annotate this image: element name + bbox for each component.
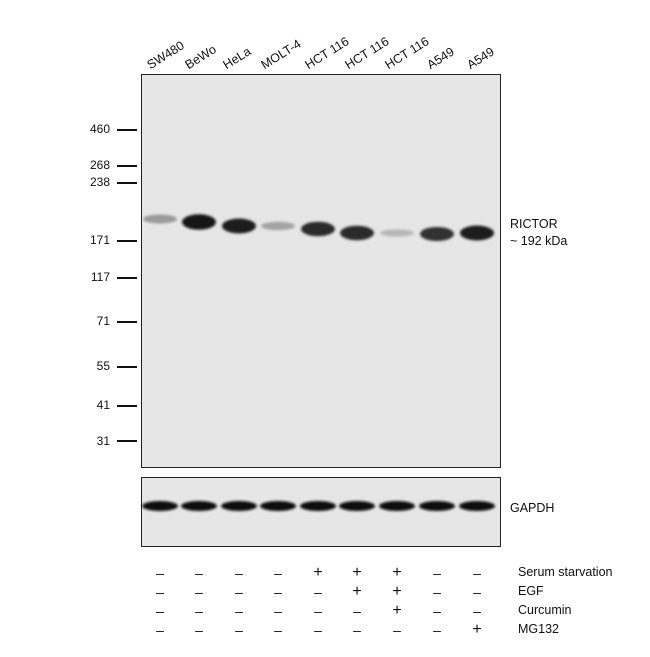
condition-sign: – (314, 622, 322, 638)
condition-sign: – (353, 603, 361, 619)
mw-marker-55: 55 (96, 359, 110, 373)
gapdh-band (260, 501, 296, 511)
condition-sign: + (392, 602, 402, 619)
condition-sign: – (235, 603, 243, 619)
mw-tick (117, 321, 137, 323)
mw-tick (117, 277, 137, 279)
condition-sign: – (195, 565, 203, 581)
gapdh-band (142, 501, 178, 511)
mw-marker-238: 238 (89, 175, 110, 189)
condition-sign: + (352, 583, 362, 600)
condition-sign: – (314, 603, 322, 619)
condition-sign: – (473, 603, 481, 619)
target-name-label: RICTOR (510, 217, 558, 231)
condition-sign: – (274, 622, 282, 638)
rictor-band (380, 229, 414, 237)
condition-sign: – (274, 603, 282, 619)
mw-tick (117, 182, 137, 184)
condition-sign: – (274, 584, 282, 600)
condition-sign: + (392, 583, 402, 600)
target-size-label: ~ 192 kDa (510, 234, 568, 248)
condition-sign: – (473, 584, 481, 600)
condition-label: Serum starvation (518, 565, 613, 579)
rictor-band (261, 221, 295, 231)
condition-sign: – (156, 565, 164, 581)
mw-marker-171: 171 (89, 233, 110, 247)
condition-sign: – (433, 603, 441, 619)
mw-tick (117, 440, 137, 442)
condition-sign: – (433, 584, 441, 600)
mw-tick (117, 405, 137, 407)
condition-sign: – (235, 584, 243, 600)
condition-sign: – (195, 603, 203, 619)
mw-marker-71: 71 (96, 314, 110, 328)
rictor-blot-panel (141, 74, 501, 468)
condition-sign: – (156, 622, 164, 638)
condition-sign: – (195, 584, 203, 600)
condition-label: EGF (518, 584, 544, 598)
condition-sign: – (473, 565, 481, 581)
condition-sign: + (352, 564, 362, 581)
mw-marker-41: 41 (96, 398, 110, 412)
condition-sign: – (433, 622, 441, 638)
mw-marker-117: 117 (90, 270, 110, 284)
rictor-band (301, 221, 335, 237)
loading-control-label: GAPDH (510, 501, 555, 515)
mw-marker-268: 268 (89, 158, 110, 172)
gapdh-band (300, 501, 336, 511)
condition-sign: – (235, 565, 243, 581)
condition-sign: – (393, 622, 401, 638)
mw-tick (117, 240, 137, 242)
rictor-band (460, 225, 494, 241)
rictor-band (143, 214, 177, 224)
gapdh-band (419, 501, 455, 511)
rictor-band (340, 225, 374, 241)
condition-sign: – (156, 584, 164, 600)
gapdh-band (221, 501, 257, 511)
mw-tick (117, 165, 137, 167)
rictor-band (420, 227, 454, 241)
gapdh-band (339, 501, 375, 511)
mw-marker-460: 460 (89, 122, 110, 136)
condition-label: MG132 (518, 622, 559, 636)
gapdh-band (379, 501, 415, 511)
gapdh-band (459, 501, 495, 511)
condition-sign: – (235, 622, 243, 638)
gapdh-band (181, 501, 217, 511)
condition-sign: + (472, 621, 482, 638)
condition-sign: – (195, 622, 203, 638)
condition-sign: – (314, 584, 322, 600)
gapdh-blot-panel (141, 477, 501, 547)
condition-sign: – (353, 622, 361, 638)
rictor-band (222, 218, 256, 234)
condition-sign: + (313, 564, 323, 581)
condition-sign: – (156, 603, 164, 619)
condition-sign: – (274, 565, 282, 581)
condition-label: Curcumin (518, 603, 572, 617)
mw-tick (117, 129, 137, 131)
rictor-band (182, 214, 216, 230)
condition-sign: + (392, 564, 402, 581)
mw-marker-31: 31 (96, 434, 110, 448)
mw-tick (117, 366, 137, 368)
condition-sign: – (433, 565, 441, 581)
